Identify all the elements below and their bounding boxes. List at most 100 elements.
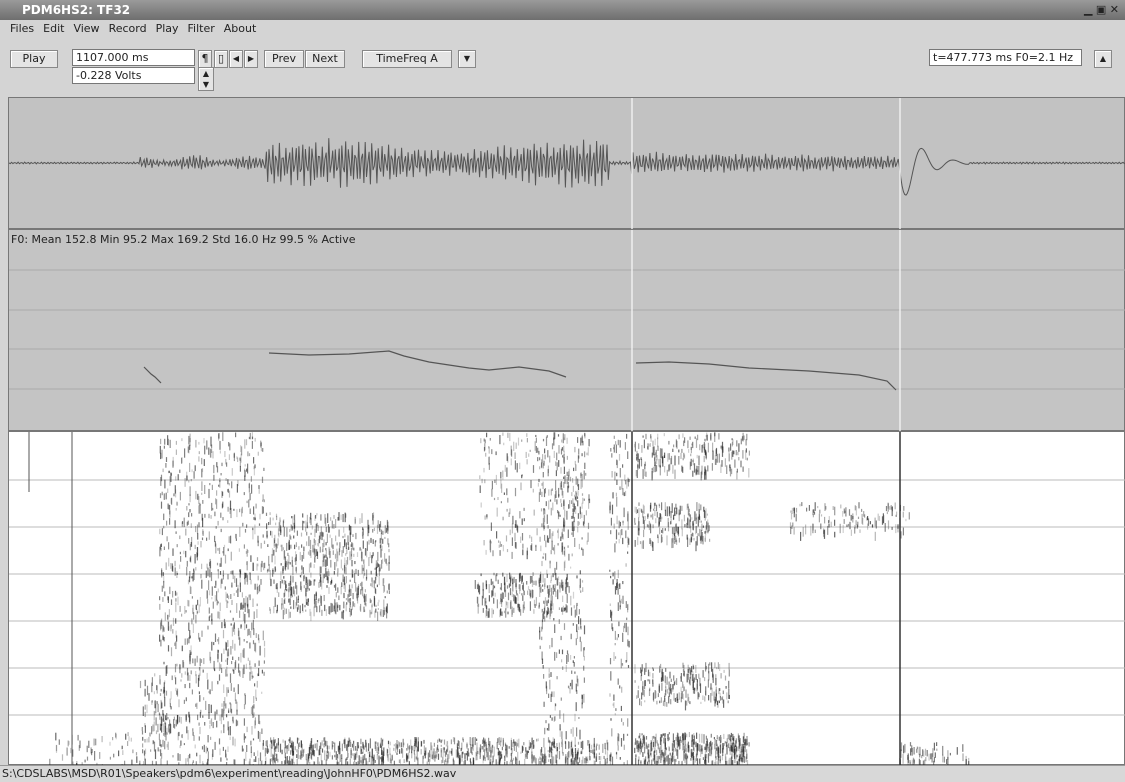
spectral-energy — [493, 573, 494, 576]
spectral-energy — [533, 609, 534, 614]
menu-item[interactable]: Play — [156, 22, 179, 35]
spectral-energy — [713, 675, 714, 683]
spectral-energy — [731, 745, 732, 751]
up-button[interactable]: ▲ — [1094, 50, 1112, 68]
spectral-energy — [649, 521, 650, 530]
icon-button[interactable]: ▯ — [214, 50, 228, 68]
spectral-energy — [700, 702, 701, 704]
spectral-energy — [140, 681, 141, 688]
left-button[interactable]: ◀ — [229, 50, 243, 68]
spectral-energy — [249, 453, 250, 456]
spectral-energy — [351, 560, 352, 566]
icon-button[interactable]: ¶ — [198, 50, 212, 68]
spectral-energy — [529, 535, 530, 538]
spectral-energy — [478, 584, 479, 592]
spectral-energy — [655, 465, 656, 472]
spectral-energy — [618, 679, 619, 685]
spectral-energy — [159, 604, 160, 610]
menu-item[interactable]: Filter — [188, 22, 215, 35]
spectral-energy — [334, 743, 335, 753]
waveform-trace — [9, 138, 1125, 195]
spectral-energy — [482, 746, 483, 750]
spectral-energy — [332, 604, 333, 613]
spectral-energy — [185, 671, 186, 674]
spectral-energy — [527, 591, 528, 595]
spectral-energy — [324, 595, 325, 601]
spectral-energy — [555, 584, 556, 592]
view-dropdown[interactable]: ▼ — [458, 50, 476, 68]
play-button[interactable]: Play — [10, 50, 58, 68]
spectral-energy — [746, 739, 747, 742]
spectral-energy — [497, 742, 498, 749]
spectral-energy — [286, 589, 287, 592]
spectral-energy — [211, 642, 212, 651]
spectral-energy — [733, 451, 734, 455]
spectral-energy — [559, 650, 560, 654]
spectral-energy — [136, 752, 137, 755]
spectral-energy — [903, 754, 904, 764]
spectral-energy — [587, 759, 588, 762]
spectral-energy — [255, 518, 256, 521]
spectral-energy — [685, 690, 686, 698]
spectral-energy — [691, 447, 692, 453]
spectral-energy — [728, 743, 729, 748]
spectral-energy — [588, 523, 589, 529]
spectral-energy — [580, 473, 581, 478]
prev-button[interactable]: Prev — [264, 50, 304, 68]
spectral-energy — [498, 748, 499, 751]
spectral-energy — [840, 505, 841, 509]
spectral-energy — [650, 443, 651, 447]
spectral-energy — [275, 758, 276, 765]
menu-item[interactable]: Files — [10, 22, 34, 35]
spectral-energy — [225, 660, 226, 662]
spectral-energy — [842, 511, 843, 517]
spectral-energy — [642, 541, 643, 548]
spectral-energy — [806, 508, 807, 512]
spectral-energy — [102, 736, 103, 742]
spectral-energy — [556, 499, 557, 504]
spectral-energy — [218, 612, 219, 619]
window-controls[interactable]: ▁ ▣ ✕ — [1084, 3, 1119, 16]
spectral-energy — [170, 703, 171, 707]
spectral-energy — [580, 618, 581, 624]
spectral-energy — [682, 663, 683, 668]
spectral-energy — [383, 610, 384, 617]
spectral-energy — [165, 715, 166, 720]
spectral-energy — [662, 675, 663, 681]
spectral-energy — [833, 506, 834, 510]
spectral-energy — [193, 569, 194, 572]
spectral-energy — [620, 440, 621, 448]
spectral-energy — [95, 739, 96, 746]
spectral-energy — [673, 756, 674, 762]
spectral-energy — [611, 728, 612, 736]
spectral-energy — [594, 750, 595, 759]
right-button[interactable]: ▶ — [244, 50, 258, 68]
menu-item[interactable]: View — [73, 22, 99, 35]
spectral-energy — [684, 524, 685, 527]
spectral-energy — [67, 748, 68, 756]
spectral-energy — [198, 496, 199, 504]
spectral-energy — [576, 575, 577, 578]
spectral-energy — [244, 733, 245, 743]
voltage-field[interactable]: -0.228 Volts — [72, 67, 195, 84]
menu-item[interactable]: Record — [109, 22, 147, 35]
spectral-energy — [620, 468, 621, 478]
spectral-energy — [353, 554, 354, 557]
time-field[interactable]: 1107.000 ms — [72, 49, 195, 66]
spectral-energy — [368, 557, 369, 566]
spectral-energy — [476, 747, 477, 752]
spectral-energy — [462, 737, 463, 740]
view-button[interactable]: TimeFreq A — [362, 50, 452, 68]
spectral-energy — [160, 439, 161, 444]
spectral-energy — [162, 492, 163, 496]
next-button[interactable]: Next — [305, 50, 345, 68]
spectral-energy — [624, 745, 625, 750]
spectral-energy — [353, 601, 354, 606]
menu-item[interactable]: Edit — [43, 22, 64, 35]
spectral-energy — [385, 596, 386, 598]
spectral-energy — [221, 622, 222, 628]
spin-button[interactable]: ▲▼ — [198, 67, 214, 91]
spectral-energy — [619, 595, 620, 603]
menu-item[interactable]: About — [224, 22, 257, 35]
spectral-energy — [518, 603, 519, 611]
